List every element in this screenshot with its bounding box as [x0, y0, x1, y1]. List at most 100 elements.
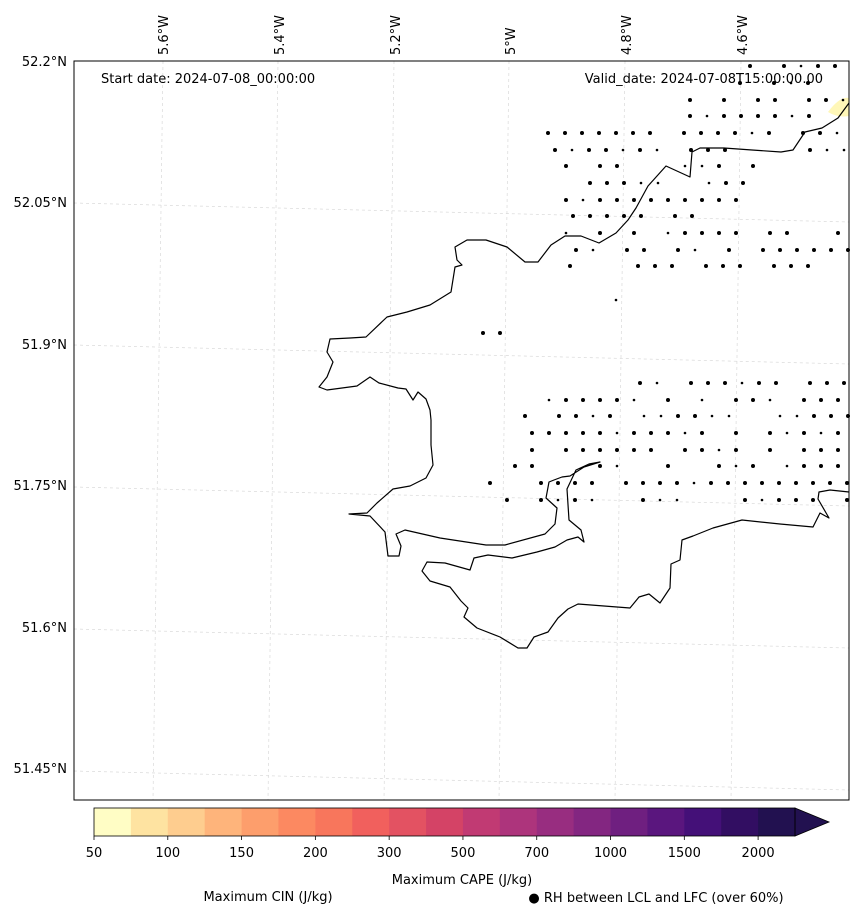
rh-dot: [789, 264, 793, 268]
rh-dot: [811, 481, 815, 485]
lon-label-4: 5°W: [504, 27, 519, 55]
colorbar-cell: [462, 808, 501, 836]
rh-dot: [571, 214, 575, 218]
rh-dot: [556, 498, 560, 502]
rh-dot: [750, 131, 754, 135]
rh-dot: [591, 414, 595, 418]
rh-dot: [505, 498, 509, 502]
rh-dot: [721, 264, 725, 268]
rh-dot: [734, 231, 738, 235]
lat-label-6: 51.45°N: [14, 762, 67, 777]
rh-dot: [598, 464, 602, 468]
rh-dot: [488, 481, 492, 485]
colorbar-tick-label: 2000: [742, 846, 775, 861]
rh-dot: [700, 164, 704, 168]
colorbar-cell: [130, 808, 169, 836]
rh-dot: [785, 231, 789, 235]
rh-dot: [767, 131, 771, 135]
rh-dot: [481, 331, 485, 335]
rh-dot: [564, 198, 568, 202]
rh-dot: [530, 431, 534, 435]
rh-dot: [573, 498, 577, 502]
rh-dot: [717, 164, 721, 168]
rh-dot: [707, 181, 711, 185]
rh-dot: [789, 81, 793, 85]
rh-dot: [625, 248, 629, 252]
rh-dot: [631, 131, 635, 135]
coastline-main: [318, 102, 850, 649]
colorbar-ticks: 50 100 150 200 300 500 700 1000 1500 2000: [86, 836, 775, 861]
rh-dot: [581, 398, 585, 402]
rh-dot: [773, 114, 777, 118]
rh-dot: [615, 431, 619, 435]
rh-dot: [648, 131, 652, 135]
rh-dot: [833, 64, 837, 68]
rh-dot: [772, 264, 776, 268]
colorbar-tick-label: 50: [86, 846, 103, 861]
lat-label-3: 51.9°N: [22, 338, 67, 353]
rh-dot: [591, 248, 595, 252]
rh-dot: [615, 398, 619, 402]
rh-dot: [539, 498, 543, 502]
rh-dot: [675, 498, 679, 502]
cape-patch: [828, 97, 849, 117]
rh-dot: [547, 398, 551, 402]
rh-dot: [632, 431, 636, 435]
rh-dot: [597, 131, 601, 135]
rh-dot: [700, 231, 704, 235]
rh-dot: [722, 114, 726, 118]
rh-dot: [656, 181, 660, 185]
rh-dot: [588, 181, 592, 185]
rh-dot: [806, 264, 810, 268]
rh-dot: [726, 481, 730, 485]
rh-dot: [836, 231, 840, 235]
rh-dot: [523, 414, 527, 418]
rh-dot: [615, 164, 619, 168]
colorbar-cell: [204, 808, 242, 836]
rh-dot: [717, 448, 721, 452]
rh-dot: [553, 148, 557, 152]
rh-dot: [639, 214, 643, 218]
rh-dot: [734, 398, 738, 402]
lon-label-1: 5.6°W: [157, 15, 172, 55]
rh-dot: [756, 98, 760, 102]
rh-dot: [748, 64, 752, 68]
rh-legend-label: ● RH between LCL and LFC (over 60%): [528, 891, 783, 906]
rh-dot: [632, 448, 636, 452]
rh-dot: [836, 464, 840, 468]
rh-dot: [734, 448, 738, 452]
colorbar-tick-label: 1500: [668, 846, 701, 861]
rh-dot: [842, 148, 846, 152]
rh-dot: [734, 198, 738, 202]
rh-dot: [666, 231, 670, 235]
rh-dot: [824, 98, 828, 102]
rh-dot: [751, 398, 755, 402]
rh-dot: [829, 248, 833, 252]
rh-dot: [845, 498, 849, 502]
rh-dot: [581, 431, 585, 435]
rh-dot: [615, 464, 619, 468]
rh-dot: [829, 414, 833, 418]
rh-dot: [778, 414, 782, 418]
rh-dot: [693, 248, 697, 252]
rh-dot: [723, 148, 727, 152]
lon-label-5: 4.8°W: [620, 15, 635, 55]
rh-dot: [785, 431, 789, 435]
colorbar-tick-label: 1000: [594, 846, 627, 861]
rh-dot: [841, 98, 845, 102]
rh-dot: [734, 431, 738, 435]
rh-dot: [649, 198, 653, 202]
rh-dot: [615, 448, 619, 452]
rh-dot: [705, 114, 709, 118]
lon-label-2: 5.4°W: [273, 15, 288, 55]
rh-dot: [498, 331, 502, 335]
rh-dot: [530, 464, 534, 468]
rh-dot: [682, 131, 686, 135]
rh-dot: [546, 131, 550, 135]
longitude-labels: 5.6°W 5.4°W 5.2°W 5°W 4.8°W 4.6°W: [157, 15, 751, 55]
rh-dot: [806, 81, 810, 85]
rh-dot: [666, 398, 670, 402]
rh-dot: [622, 181, 626, 185]
rh-dot: [700, 448, 704, 452]
rh-dot: [722, 98, 726, 102]
